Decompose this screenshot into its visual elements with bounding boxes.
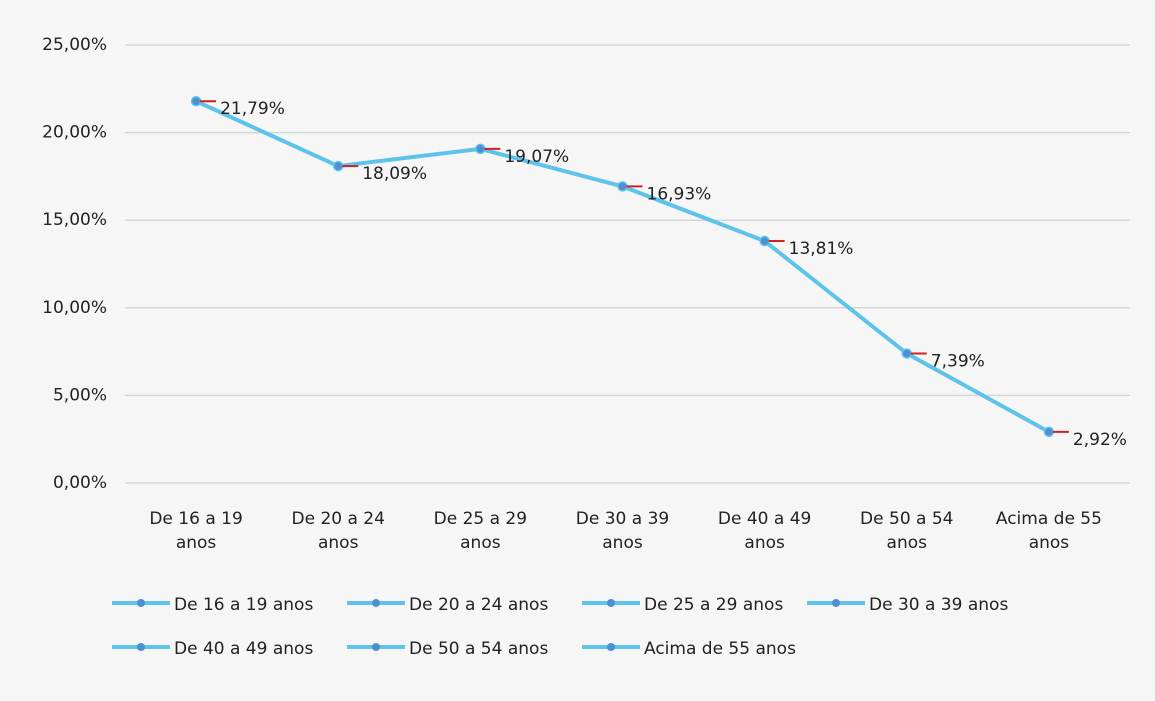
data-label: 19,07%	[504, 147, 569, 167]
y-tick-label: 20,00%	[42, 123, 107, 143]
legend-label: De 25 a 29 anos	[644, 595, 783, 615]
data-marker	[190, 95, 202, 107]
legend-marker	[137, 599, 145, 607]
legend-marker	[607, 599, 615, 607]
legend-label: De 30 a 39 anos	[869, 595, 1008, 615]
data-label: 21,79%	[220, 99, 285, 119]
x-tick-label: De 50 a 54 anos	[860, 509, 953, 553]
y-tick-label: 25,00%	[42, 35, 107, 55]
data-marker	[759, 235, 770, 247]
legend-label: De 40 a 49 anos	[174, 639, 313, 659]
legend-marker	[372, 643, 380, 651]
data-marker	[617, 181, 628, 192]
y-tick-label: 10,00%	[42, 298, 107, 318]
y-tick-label: 5,00%	[53, 385, 107, 405]
legend-label: De 50 a 54 anos	[409, 639, 548, 659]
x-tick-label: De 16 a 19 anos	[149, 509, 242, 553]
data-label: 13,81%	[789, 239, 854, 259]
x-tick-label: De 25 a 29 anos	[434, 509, 527, 553]
legend-marker	[607, 643, 615, 651]
data-marker	[1043, 426, 1055, 438]
x-tick-label: Acima de 55 anos	[996, 509, 1102, 553]
y-tick-label: 15,00%	[42, 210, 107, 230]
legend-marker	[832, 599, 840, 607]
legend-marker	[372, 599, 380, 607]
data-label: 2,92%	[1073, 430, 1127, 450]
data-label: 18,09%	[362, 164, 427, 184]
data-marker	[901, 348, 913, 359]
data-label: 7,39%	[931, 352, 985, 372]
data-marker	[475, 143, 486, 155]
data-marker	[332, 160, 344, 172]
x-tick-label: De 40 a 49 anos	[718, 509, 811, 553]
legend-label: Acima de 55 anos	[644, 639, 796, 659]
x-tick-label: De 20 a 24 anos	[291, 509, 384, 553]
y-tick-label: 0,00%	[53, 473, 107, 493]
x-tick-label: De 30 a 39 anos	[576, 509, 669, 553]
legend-marker	[137, 643, 145, 651]
legend-label: De 20 a 24 anos	[409, 595, 548, 615]
data-label: 16,93%	[647, 184, 712, 204]
legend-label: De 16 a 19 anos	[174, 595, 313, 615]
